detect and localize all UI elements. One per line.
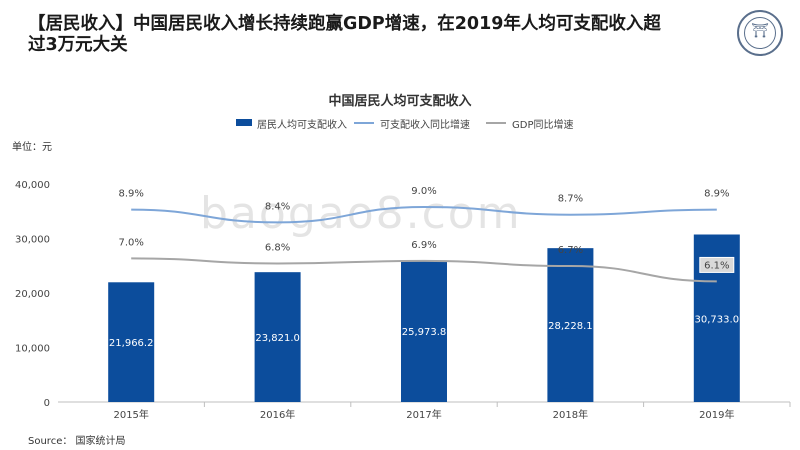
seal-emblem: ⛩ xyxy=(751,23,769,39)
line-data-label: 8.9% xyxy=(118,189,143,200)
line-data-label: 8.9% xyxy=(704,189,729,200)
legend-label-income: 居民人均可支配收入 xyxy=(257,120,347,131)
line-data-label: 6.7% xyxy=(558,245,583,256)
legend-swatch-income-growth xyxy=(354,122,374,124)
bar-2016年 xyxy=(254,272,301,402)
line-data-label: 6.1% xyxy=(704,260,729,271)
x-tick-label: 2015年 xyxy=(113,408,148,421)
line-data-label: 6.8% xyxy=(265,242,290,253)
bar-2018年 xyxy=(547,248,594,402)
page-title: 【居民收入】中国居民收入增长持续跑赢GDP增速，在2019年人均可支配收入超过3… xyxy=(28,14,661,55)
line-data-label: 6.9% xyxy=(411,240,436,251)
line-data-label: 7.0% xyxy=(118,237,143,248)
legend-swatch-income xyxy=(236,119,252,126)
chart-title: 中国居民人均可支配收入 xyxy=(328,94,472,109)
seal-inner-ring: ⛩ xyxy=(744,17,776,49)
x-tick-label: 2019年 xyxy=(699,408,734,421)
legend-label-gdp-growth: GDP同比增速 xyxy=(512,120,574,131)
bar-value-label: 25,973.8 xyxy=(402,327,447,338)
legend-swatch-gdp-growth xyxy=(486,122,506,124)
bar-value-label: 23,821.0 xyxy=(255,333,300,344)
y-tick-label: 30,000 xyxy=(15,235,50,246)
bar-value-label: 21,966.2 xyxy=(109,338,154,349)
y-tick-label: 20,000 xyxy=(15,289,50,300)
line-data-label: 8.7% xyxy=(558,194,583,205)
line-data-label: 9.0% xyxy=(411,186,436,197)
source-note: Source： 国家统计局 xyxy=(28,436,126,447)
y-tick-label: 10,000 xyxy=(15,344,50,355)
bar-2015年 xyxy=(108,282,155,402)
legend-label-income-growth: 可支配收入同比增速 xyxy=(380,120,470,131)
bar-value-label: 28,228.1 xyxy=(548,321,593,332)
bar-value-label: 30,733.0 xyxy=(695,314,740,325)
unit-label: 单位：元 xyxy=(12,142,52,153)
bar-2017年 xyxy=(401,260,447,402)
x-tick-label: 2017年 xyxy=(406,408,441,421)
data-label-box xyxy=(699,256,735,273)
line-data-label: 8.4% xyxy=(265,201,290,212)
university-seal-icon: ⛩ xyxy=(737,10,783,56)
y-tick-label: 0 xyxy=(44,398,50,409)
x-tick-label: 2016年 xyxy=(260,408,295,421)
y-tick-label: 40,000 xyxy=(15,180,50,191)
series-line-2 xyxy=(131,257,717,283)
series-line-1 xyxy=(131,205,717,224)
x-tick-label: 2018年 xyxy=(553,408,588,421)
